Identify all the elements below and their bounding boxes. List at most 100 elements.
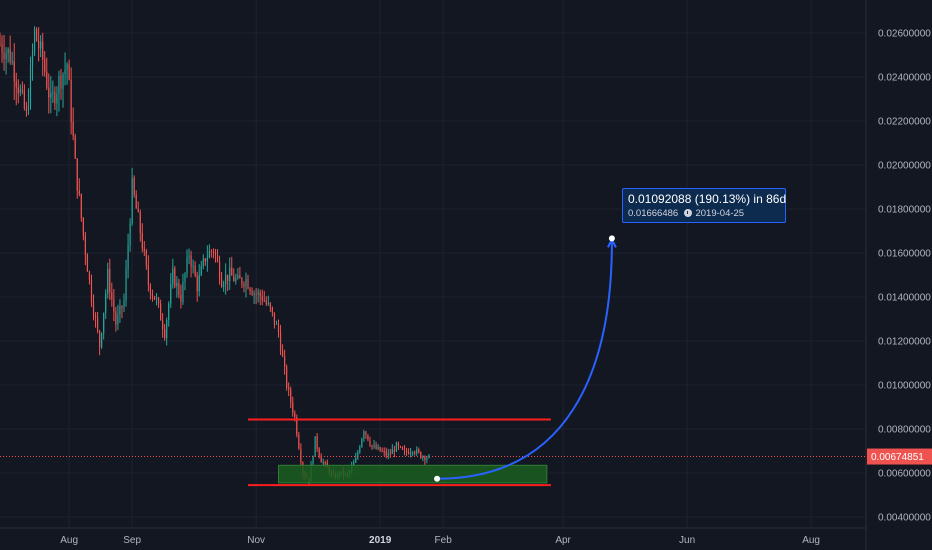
candle-body	[403, 449, 406, 451]
candle-body	[361, 438, 363, 447]
projection-curve[interactable]	[437, 242, 613, 480]
time-axis[interactable]: Aug Sep Nov 2019 Feb Apr Jun Aug	[60, 535, 820, 546]
candle-body	[52, 92, 54, 94]
candle-body	[286, 366, 288, 388]
candle-body	[322, 462, 324, 464]
candle-body	[355, 457, 357, 463]
candle-body	[157, 298, 160, 304]
demand-zone-rect[interactable]	[278, 464, 548, 484]
candle-body	[29, 65, 32, 106]
candle-body	[225, 274, 227, 285]
candle-body	[245, 278, 247, 287]
candle-body	[46, 71, 48, 88]
candle-body	[196, 276, 198, 292]
candle-body	[220, 279, 223, 287]
candle-body	[251, 291, 253, 295]
candle-body	[359, 446, 361, 453]
candle-body	[186, 256, 188, 274]
candle-body	[202, 258, 204, 267]
candle-body	[375, 445, 377, 449]
candle-body	[131, 177, 133, 224]
price-axis[interactable]: 0.02600000 0.02400000 0.02200000 0.02000000…	[878, 29, 931, 524]
candle-body	[168, 303, 170, 320]
candle-body	[204, 258, 206, 262]
candle-body	[153, 296, 156, 300]
candle-body	[141, 232, 143, 249]
drawings-layer[interactable]	[0, 235, 866, 487]
candle-body	[263, 300, 265, 302]
candle-body	[218, 261, 221, 280]
candle-body	[103, 312, 105, 334]
candle-body	[19, 89, 21, 94]
candle-body	[117, 314, 119, 325]
x-tick-label: Aug	[802, 535, 820, 546]
candle-body	[164, 329, 166, 338]
candle-body	[418, 449, 420, 452]
candle-body	[233, 275, 235, 282]
candle-body	[357, 452, 359, 458]
candles-layer	[0, 26, 430, 486]
candle-body	[151, 294, 154, 297]
candle-body	[387, 453, 389, 456]
candle-body	[198, 275, 200, 292]
candle-body	[393, 449, 395, 452]
candle-body	[5, 52, 7, 59]
candle-body	[259, 292, 261, 297]
projection-end-handle[interactable]	[608, 235, 615, 242]
candle-body	[214, 251, 217, 256]
x-tick-label: Apr	[555, 535, 571, 546]
x-tick-label: Sep	[123, 535, 141, 546]
candle-body	[125, 269, 127, 301]
grid-layer	[0, 0, 866, 528]
clock-icon	[683, 209, 692, 217]
candle-body	[412, 452, 414, 454]
candle-body	[426, 458, 428, 460]
candle-body	[281, 351, 284, 357]
candle-body	[353, 462, 355, 466]
x-tick-label: Feb	[435, 535, 453, 546]
candle-body	[155, 298, 158, 300]
candle-body	[76, 158, 78, 191]
candle-body	[7, 48, 9, 53]
candle-body	[235, 278, 237, 282]
candle-body	[84, 235, 86, 256]
candle-body	[271, 307, 274, 313]
candle-body	[365, 431, 367, 435]
candle-body	[223, 284, 225, 287]
last-price-tag-bg	[867, 448, 932, 465]
candle-body	[265, 300, 267, 304]
candle-body	[133, 177, 135, 195]
y-tick-label: 0.01600000	[878, 249, 931, 260]
candle-body	[371, 445, 373, 447]
candle-body	[284, 356, 286, 367]
candle-body	[3, 52, 5, 59]
candle-body	[314, 436, 316, 457]
y-tick-label: 0.02600000	[878, 29, 931, 40]
candle-body	[188, 255, 190, 257]
candle-body	[86, 255, 89, 272]
candle-body	[111, 292, 113, 300]
candle-body	[94, 315, 97, 319]
candle-body	[237, 275, 239, 279]
candle-body	[279, 332, 282, 352]
y-tick-label: 0.01200000	[878, 337, 931, 348]
candle-body	[38, 40, 40, 49]
projection-label[interactable]: 0.01092088 (190.13%) in 86d 0.01666486 2…	[622, 188, 786, 223]
candle-body	[123, 300, 125, 308]
candle-body	[261, 296, 263, 301]
candle-body	[206, 257, 208, 262]
candle-body	[78, 190, 80, 195]
projection-start-handle[interactable]	[434, 475, 441, 482]
y-tick-label: 0.01400000	[878, 293, 931, 304]
candle-body	[135, 194, 137, 209]
candle-body	[200, 266, 202, 276]
candle-body	[40, 41, 42, 49]
candle-body	[172, 268, 174, 284]
candle-body	[410, 452, 412, 454]
candle-body	[48, 87, 50, 98]
last-price-tag-text: 0.00674851	[871, 452, 924, 463]
candle-body	[385, 451, 387, 456]
candle-body	[288, 387, 290, 390]
candle-body	[275, 323, 278, 325]
